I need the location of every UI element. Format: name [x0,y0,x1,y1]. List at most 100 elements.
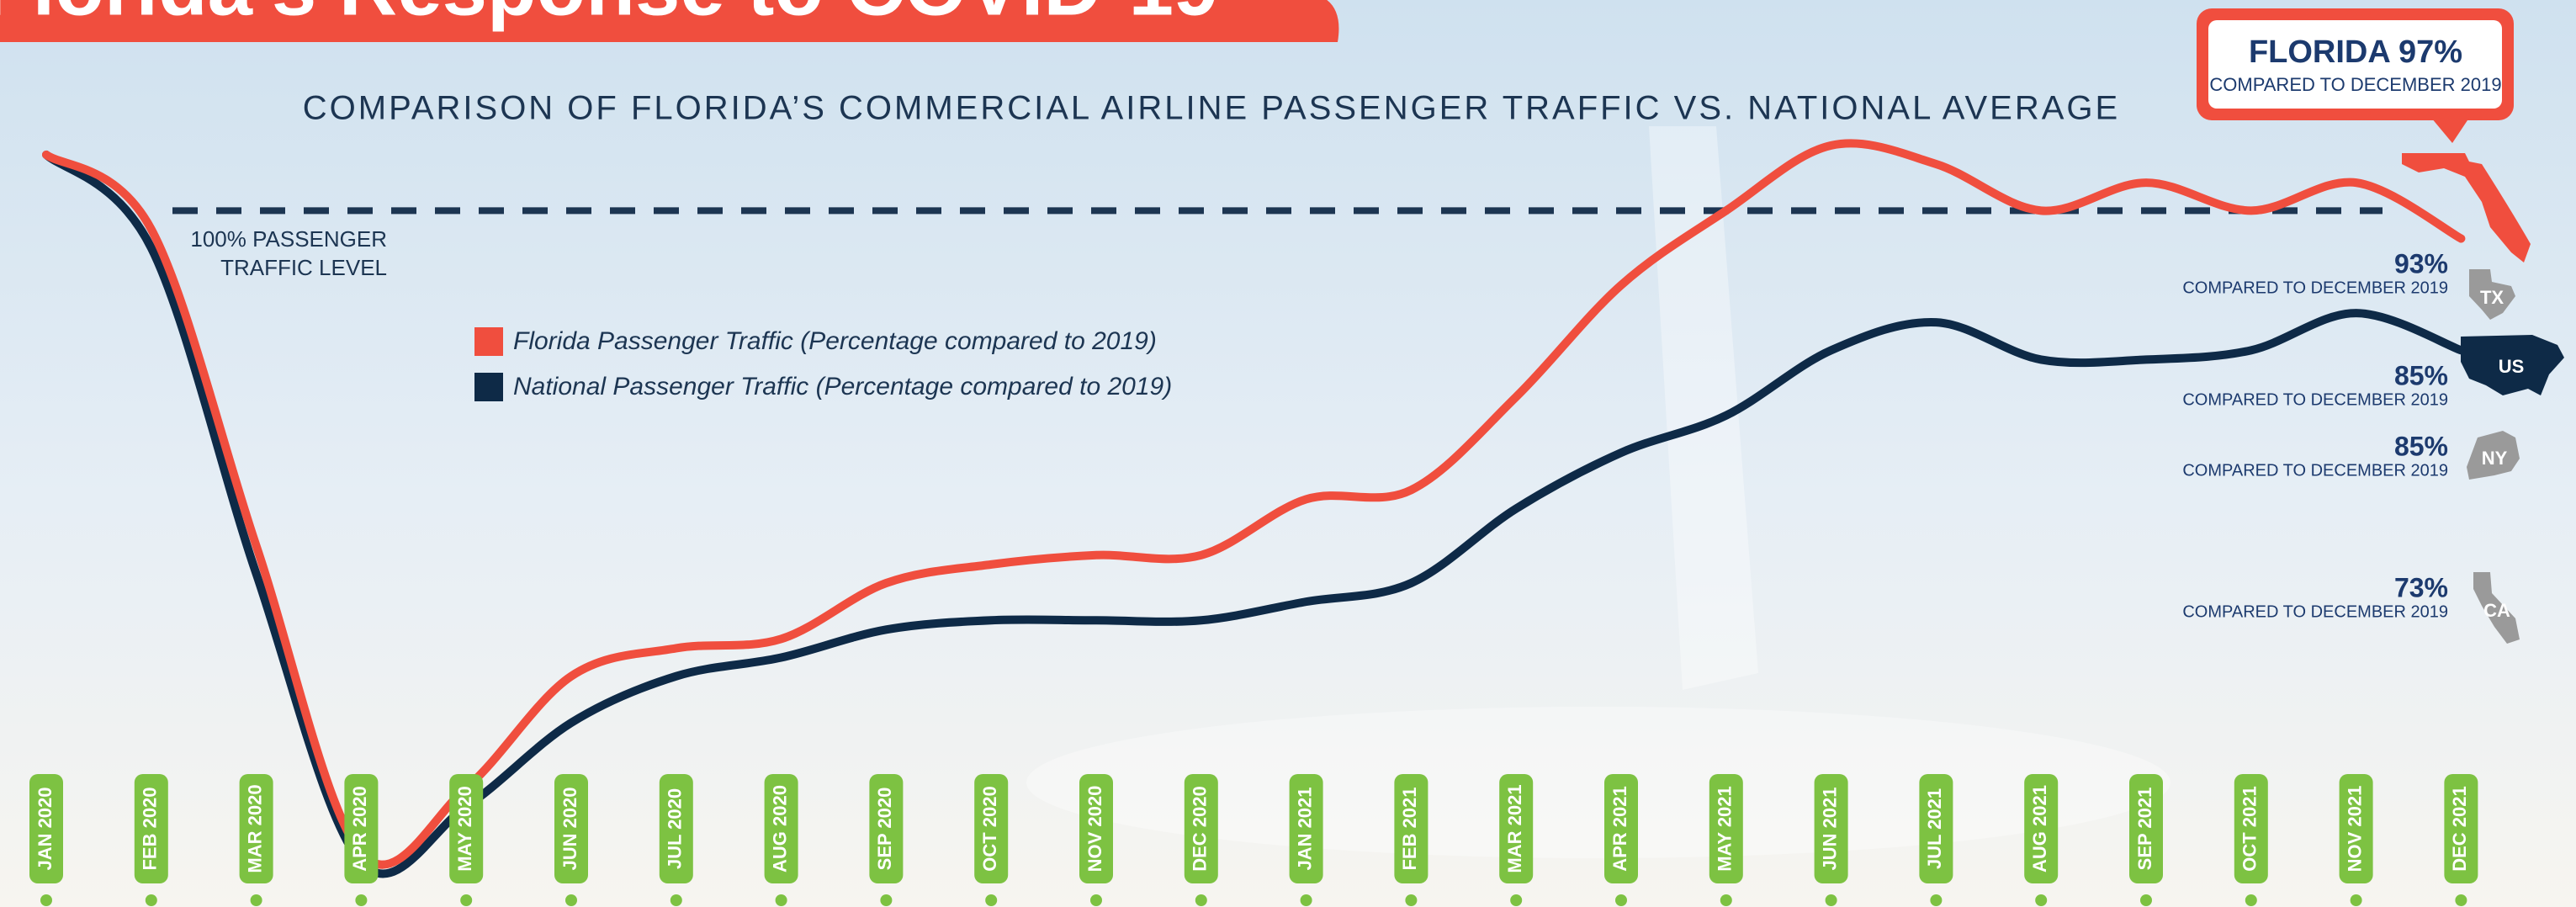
x-tick-dot [2035,894,2048,906]
x-tick-dot [460,894,473,906]
callout-pointer [2431,118,2469,143]
reference-label: 100% PASSENGER [190,226,387,252]
x-tick-label: AUG 2020 [769,785,790,873]
x-tick-label: JUN 2020 [559,787,580,870]
x-tick-label: DEC 2021 [2449,786,2470,872]
state-code: CA [2483,600,2510,621]
legend-swatch [474,373,503,401]
x-tick-dot [40,894,52,906]
reference-label: TRAFFIC LEVEL [220,255,387,280]
state-icon [2467,431,2520,480]
x-tick-label: APR 2021 [1609,786,1630,872]
x-tick-dot [2140,894,2152,906]
x-tick-pill [1814,774,1848,883]
x-tick-pill [764,774,798,883]
x-tick-label: JUL 2020 [665,788,686,869]
x-tick-label: FEB 2021 [1399,787,1420,870]
state-note: COMPARED TO DECEMBER 2019 [2182,278,2448,297]
x-tick-pill [1919,774,1953,883]
x-tick-label: SEP 2021 [2134,788,2155,871]
state-note: COMPARED TO DECEMBER 2019 [2182,461,2448,480]
x-tick-label: APR 2020 [349,786,370,872]
x-tick-pill [2444,774,2478,883]
x-tick-dot [145,894,157,906]
x-tick-pill [1394,774,1428,883]
x-tick-dot [2455,894,2467,906]
x-tick-label: JUL 2021 [1924,788,1945,869]
x-tick-pill [344,774,379,883]
state-code: US [2499,356,2525,377]
x-tick-pill [2024,774,2059,883]
x-tick-label: SEP 2020 [874,788,895,871]
x-tick-pill [2234,774,2268,883]
legend-label: National Passenger Traffic (Percentage c… [513,373,1172,400]
x-tick-pill [1499,774,1534,883]
x-tick-pill [1289,774,1323,883]
x-tick-dot [1090,894,1102,906]
x-tick-dot [250,894,262,906]
x-tick-dot [1930,894,1943,906]
x-tick-label: OCT 2021 [2239,786,2261,872]
x-tick-dot [1195,894,1207,906]
callout-box [2208,20,2502,109]
state-note: COMPARED TO DECEMBER 2019 [2182,390,2448,409]
x-tick-label: MAR 2021 [1504,784,1525,873]
state-code: TX [2480,287,2504,308]
x-tick-label: AUG 2021 [2029,785,2050,873]
x-tick-dot [880,894,893,906]
callout-label: FLORIDA 97% [2249,34,2462,70]
x-tick-pill [554,774,588,883]
state-icon [2469,269,2515,320]
state-icon [2473,572,2520,644]
x-tick-pill [1184,774,1218,883]
x-tick-dot [1300,894,1312,906]
x-tick-label: MAY 2021 [1715,786,1736,872]
x-tick-pill [2339,774,2373,883]
title-banner [0,0,1339,42]
x-tick-pill [2129,774,2163,883]
x-tick-dot [1615,894,1627,906]
x-tick-dot [775,894,787,906]
callout-note: COMPARED TO DECEMBER 2019 [2209,74,2501,95]
x-tick-pill [449,774,484,883]
x-tick-dot [1720,894,1732,906]
state-value: 85% [2394,360,2448,390]
x-tick-label: JUN 2021 [1819,787,1840,870]
state-value: 93% [2394,248,2448,278]
x-tick-dot [565,894,577,906]
x-tick-pill [134,774,168,883]
state-icon [2461,335,2564,395]
x-tick-label: DEC 2020 [1190,786,1211,872]
x-tick-pill [1709,774,1743,883]
x-tick-dot [1825,894,1837,906]
x-tick-label: FEB 2020 [140,787,161,870]
x-tick-dot [985,894,998,906]
x-tick-label: NOV 2020 [1084,786,1105,873]
x-tick-pill [1079,774,1113,883]
plane-tail [1649,126,1758,690]
x-tick-dot [1405,894,1418,906]
x-tick-dot [2245,894,2257,906]
x-tick-pill [974,774,1009,883]
page-title: Florida's Response to COVID-19 [0,0,1218,32]
x-tick-dot [2350,894,2362,906]
x-tick-label: NOV 2021 [2344,786,2365,873]
legend-label: Florida Passenger Traffic (Percentage co… [513,327,1157,355]
x-tick-pill [29,774,63,883]
x-tick-dot [670,894,682,906]
state-value: 73% [2394,572,2448,602]
florida-icon [2402,153,2531,263]
legend: Florida Passenger Traffic (Percentage co… [474,327,1172,401]
x-tick-label: MAY 2020 [454,786,475,872]
state-value: 85% [2394,431,2448,461]
x-tick-label: JAN 2020 [34,787,56,870]
x-tick-label: OCT 2020 [979,786,1000,872]
x-axis: JAN 2020 FEB 2020 MAR 2020 APR 2020 MAY 2020… [29,774,2478,906]
callout: FLORIDA 97% COMPARED TO DECEMBER 2019 [2197,8,2514,143]
x-tick-pill [869,774,904,883]
x-tick-pill [239,774,273,883]
x-tick-pill [1604,774,1638,883]
